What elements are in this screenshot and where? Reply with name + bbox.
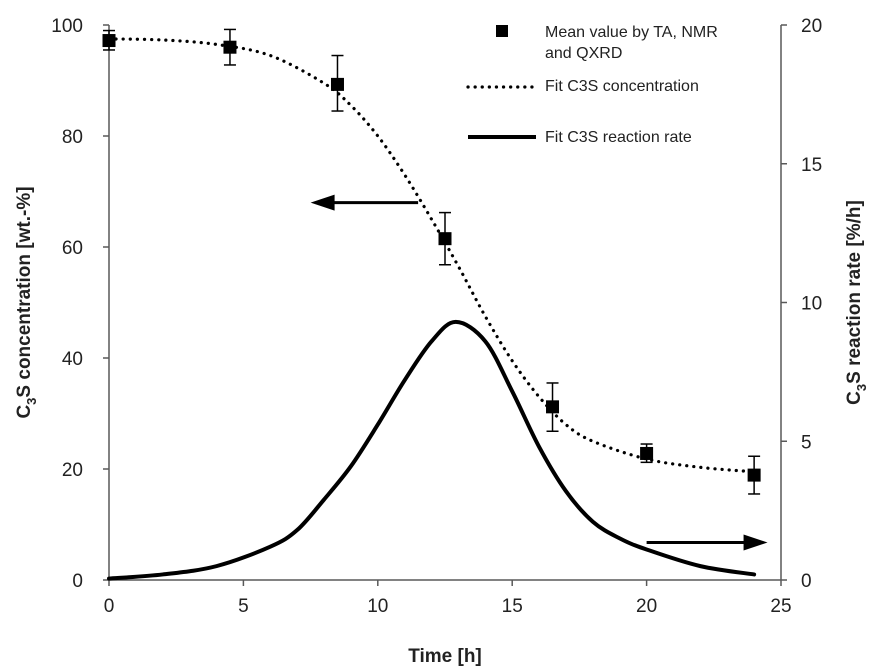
x-tick-label: 10 xyxy=(367,596,388,617)
data-point-marker xyxy=(640,446,654,460)
arrow-head xyxy=(310,194,335,211)
legend: Mean value by TA, NMR and QXRD Fit C3S con… xyxy=(466,24,718,146)
annotation-layer xyxy=(310,194,768,551)
y-right-tick-label: 15 xyxy=(801,155,822,176)
y-left-title-rest: S concentration [wt.-%] xyxy=(14,186,35,397)
x-tick-label: 0 xyxy=(104,596,115,617)
data-point-marker xyxy=(546,400,560,414)
legend-label: Fit C3S reaction rate xyxy=(545,129,692,146)
right-axis-arrow xyxy=(646,534,768,551)
left-axis-arrow xyxy=(310,194,419,211)
y-right-tick-label: 0 xyxy=(801,571,812,592)
y-right-tick-label: 10 xyxy=(801,294,822,315)
legend-label: and QXRD xyxy=(545,45,622,62)
x-axis-title: Time [h] xyxy=(408,646,482,666)
y-axis-left-title: C3S concentration [wt.-%] xyxy=(14,186,39,418)
series-layer xyxy=(102,28,761,581)
x-tick-label: 25 xyxy=(770,596,791,617)
data-point-marker xyxy=(102,34,116,48)
legend-label: Mean value by TA, NMR xyxy=(545,24,718,41)
arrow-head xyxy=(743,534,768,551)
x-tick-label: 5 xyxy=(238,596,249,617)
y-right-tick-label: 20 xyxy=(801,16,822,37)
legend-label: Fit C3S concentration xyxy=(545,78,699,95)
legend-marker-square xyxy=(496,25,508,37)
y-left-tick-label: 100 xyxy=(51,16,83,37)
tick-labels: 0 5 10 15 20 25 0 20 40 60 80 100 0 5 10 15 20 xyxy=(51,16,822,617)
y-left-title-base: C xyxy=(14,405,35,419)
y-left-tick-label: 60 xyxy=(62,238,83,259)
y-right-title-subscript: 3 xyxy=(854,384,869,391)
tick-marks xyxy=(103,24,787,586)
y-right-title-base: C xyxy=(844,391,865,405)
data-point-marker xyxy=(330,77,344,91)
y-left-tick-label: 40 xyxy=(62,349,83,370)
y-left-tick-label: 80 xyxy=(62,127,83,148)
y-left-tick-label: 0 xyxy=(72,571,83,592)
reaction-rate-fit-line xyxy=(107,319,757,581)
x-tick-label: 15 xyxy=(502,596,523,617)
x-tick-label: 20 xyxy=(636,596,657,617)
y-axis-right-title: C3S reaction rate [%/h] xyxy=(844,200,869,405)
y-left-title-subscript: 3 xyxy=(24,398,39,405)
concentration-fit-line xyxy=(107,37,756,474)
y-right-title-rest: S reaction rate [%/h] xyxy=(844,200,865,384)
axes xyxy=(108,25,782,581)
y-left-tick-label: 20 xyxy=(62,460,83,481)
y-right-tick-label: 5 xyxy=(801,432,812,453)
